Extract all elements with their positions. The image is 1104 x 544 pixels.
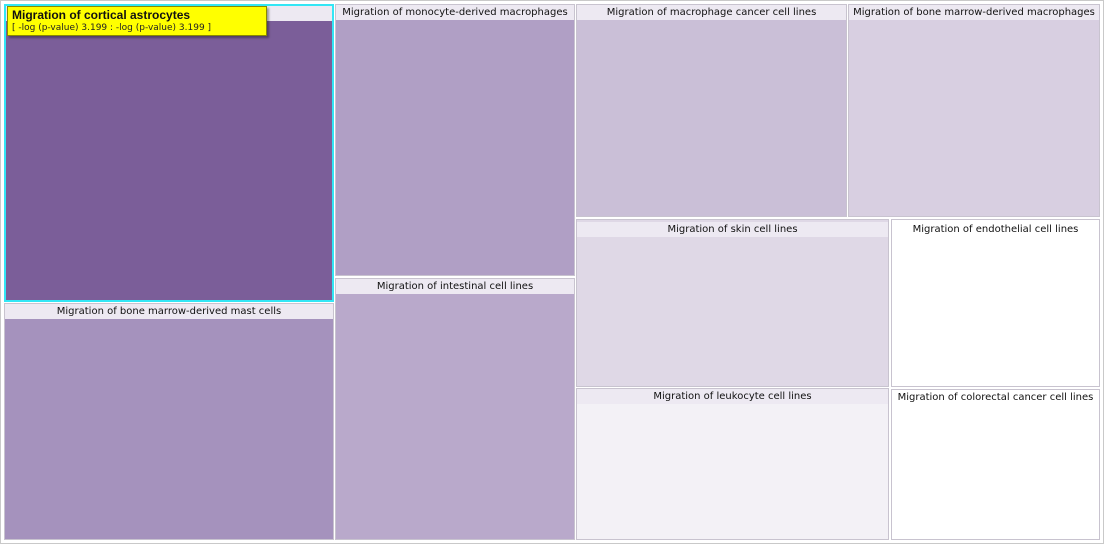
treemap-tile[interactable]: Migration of monocyte-derived macrophage… bbox=[335, 4, 575, 276]
treemap-tile[interactable]: Migration of colorectal cancer cell line… bbox=[891, 389, 1100, 540]
treemap-tile[interactable]: Migration of bone marrow-derived mast ce… bbox=[4, 303, 334, 540]
treemap-tile-label: Migration of leukocyte cell lines bbox=[577, 389, 888, 404]
treemap-tile[interactable]: Migration of cortical astrocytes bbox=[4, 4, 334, 302]
treemap-tile[interactable]: Migration of intestinal cell lines bbox=[335, 278, 575, 540]
treemap-tile-label: Migration of bone marrow-derived mast ce… bbox=[5, 304, 333, 319]
tooltip-value-range: [ -log (p-value) 3.199 : -log (p-value) … bbox=[12, 23, 212, 33]
treemap-tile-label: Migration of macrophage cancer cell line… bbox=[577, 5, 846, 20]
treemap-tile-label: Migration of colorectal cancer cell line… bbox=[892, 390, 1099, 405]
treemap-tile[interactable]: Migration of macrophage cancer cell line… bbox=[576, 4, 847, 217]
treemap-tile-label: Migration of endothelial cell lines bbox=[892, 222, 1099, 237]
treemap-tile-label: Migration of monocyte-derived macrophage… bbox=[336, 5, 574, 20]
hover-tooltip: Migration of cortical astrocytes [ -log … bbox=[7, 6, 267, 36]
treemap-tile[interactable]: Migration of leukocyte cell lines bbox=[576, 388, 889, 540]
treemap-tile-label: Migration of intestinal cell lines bbox=[336, 279, 574, 294]
tooltip-title: Migration of cortical astrocytes bbox=[12, 8, 191, 22]
treemap-tile[interactable]: Migration of skin cell lines bbox=[576, 219, 889, 387]
treemap-tile[interactable]: Migration of endothelial cell lines bbox=[891, 219, 1100, 387]
treemap-tile[interactable]: Migration of bone marrow-derived macroph… bbox=[848, 4, 1100, 217]
treemap-tile-label: Migration of bone marrow-derived macroph… bbox=[849, 5, 1099, 20]
treemap-tile-label: Migration of skin cell lines bbox=[577, 222, 888, 237]
